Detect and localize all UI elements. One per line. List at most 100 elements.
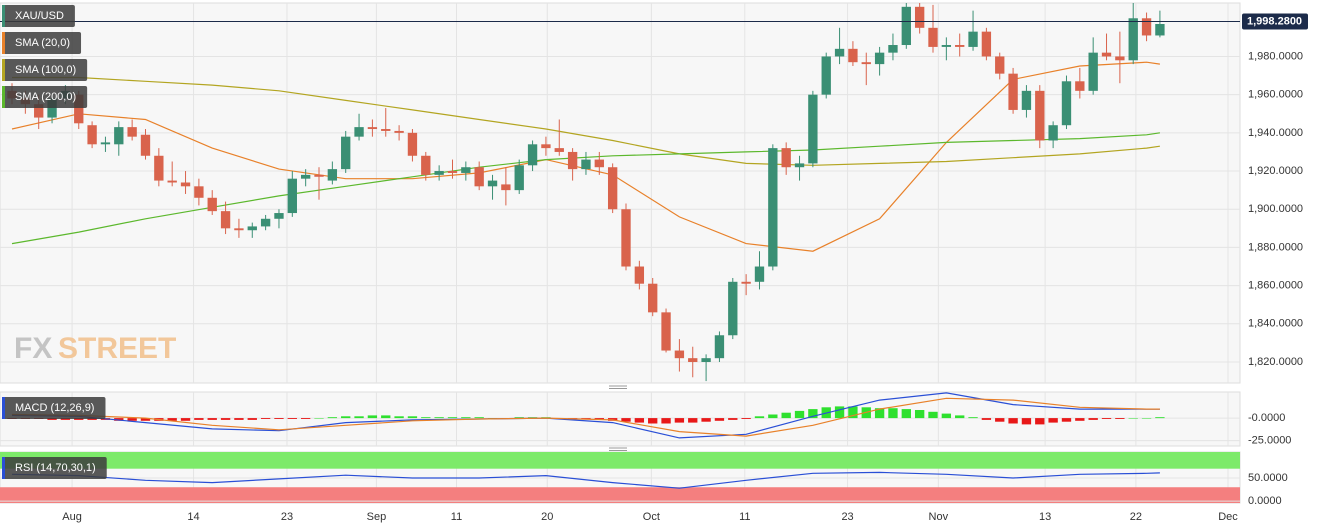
candle-body: [47, 98, 57, 118]
x-tick-label: Sep: [367, 511, 387, 523]
macd-bar: [768, 414, 778, 419]
legend-label: XAU/USD: [15, 10, 64, 22]
macd-bar: [1088, 418, 1098, 420]
candle-body: [461, 167, 471, 173]
macd-bar: [514, 417, 524, 419]
y-tick-label: 1,840.0000: [1248, 318, 1303, 330]
candle-body: [768, 148, 778, 267]
y-tick-label: 1,880.0000: [1248, 241, 1303, 253]
x-tick-label: 23: [841, 511, 853, 523]
candle-body: [594, 159, 604, 168]
candle-body: [127, 127, 137, 137]
macd-bar: [728, 418, 738, 420]
candle-body: [821, 56, 831, 95]
macd-bar: [1101, 418, 1112, 419]
candle-body: [140, 134, 151, 156]
macd-bar: [367, 415, 378, 419]
candle-body: [1088, 52, 1098, 91]
legend-swatch: [2, 86, 5, 108]
candle-body: [421, 155, 431, 175]
candle-body: [1048, 125, 1058, 141]
candle-body: [447, 171, 458, 173]
macd-bar: [995, 418, 1005, 422]
macd-bar: [1021, 418, 1032, 425]
y-tick-label: 1,980.0000: [1248, 50, 1303, 62]
candle-body: [434, 171, 444, 175]
x-tick-label: 22: [1130, 511, 1142, 523]
macd-bar: [1075, 418, 1085, 421]
main-panel: [0, 2, 1241, 384]
candle-body: [514, 165, 524, 191]
macd-bar: [167, 418, 177, 421]
candle-body: [100, 142, 111, 145]
candle-body: [1008, 73, 1018, 110]
candle-body: [554, 148, 564, 152]
y-tick-label: 1,920.0000: [1248, 165, 1303, 177]
candle-body: [567, 151, 578, 170]
macd-bar: [1061, 418, 1072, 422]
macd-bar: [234, 418, 244, 420]
macd-bar: [661, 418, 671, 424]
macd-bar: [1141, 418, 1152, 419]
candle-body: [354, 127, 364, 137]
candle-body: [1141, 18, 1152, 36]
x-tick-label: 11: [451, 511, 462, 523]
macd-bar: [674, 418, 685, 423]
candle-body: [607, 167, 618, 210]
candle-body: [487, 180, 498, 187]
legend-swatch: [2, 457, 5, 479]
macd-bar: [274, 418, 284, 419]
x-tick-label: Nov: [929, 511, 949, 523]
candle-body: [1101, 52, 1112, 57]
candle-body: [207, 197, 217, 212]
legend-box: [2, 457, 107, 479]
macd-bar: [314, 418, 324, 419]
legend-box: [2, 397, 106, 419]
y-tick-label: 1,820.0000: [1248, 356, 1303, 368]
candle-body: [901, 6, 911, 46]
macd-bar: [287, 418, 297, 419]
candle-body: [34, 104, 44, 118]
macd-bar: [114, 418, 124, 421]
macd-bar: [140, 418, 151, 421]
y-tick-label: 1,860.0000: [1248, 280, 1303, 292]
candle-body: [728, 281, 738, 336]
candle-body: [474, 167, 484, 187]
candle-body: [1128, 18, 1138, 61]
candle-body: [888, 45, 898, 53]
y-tick-label: -0.0000: [1248, 412, 1285, 424]
last-price-label: 1,998.2800: [1247, 15, 1302, 27]
x-tick-label: 23: [281, 511, 293, 523]
macd-bar: [955, 415, 965, 419]
macd-bar: [874, 408, 885, 419]
macd-panel: [0, 391, 1241, 447]
candle-body: [648, 283, 658, 313]
candle-body: [674, 350, 685, 359]
watermark: STREET: [58, 332, 176, 365]
macd-bar: [407, 416, 418, 419]
macd-bar: [808, 409, 818, 419]
candle-body: [701, 358, 711, 362]
candle-body: [367, 127, 378, 130]
legend-label: SMA (20,0): [15, 37, 70, 49]
candle-body: [1061, 81, 1072, 126]
candle-body: [381, 129, 391, 131]
candle-body: [1155, 24, 1165, 36]
panel-handle: [609, 385, 627, 451]
candle-body: [914, 6, 925, 28]
candle-body: [928, 27, 938, 47]
y-tick-label: 1,900.0000: [1248, 203, 1303, 215]
candle-body: [955, 45, 965, 47]
macd-bar: [848, 406, 858, 419]
x-tick-label: 11: [739, 511, 750, 523]
candle-body: [781, 148, 791, 168]
macd-bar: [901, 409, 911, 419]
macd-bar: [834, 406, 845, 419]
macd-line: [11, 392, 1160, 439]
candle-body: [741, 281, 751, 284]
legend-swatch: [2, 397, 5, 419]
legend-box: [2, 32, 82, 54]
candle-body: [314, 174, 324, 177]
macd-bar: [527, 417, 538, 419]
